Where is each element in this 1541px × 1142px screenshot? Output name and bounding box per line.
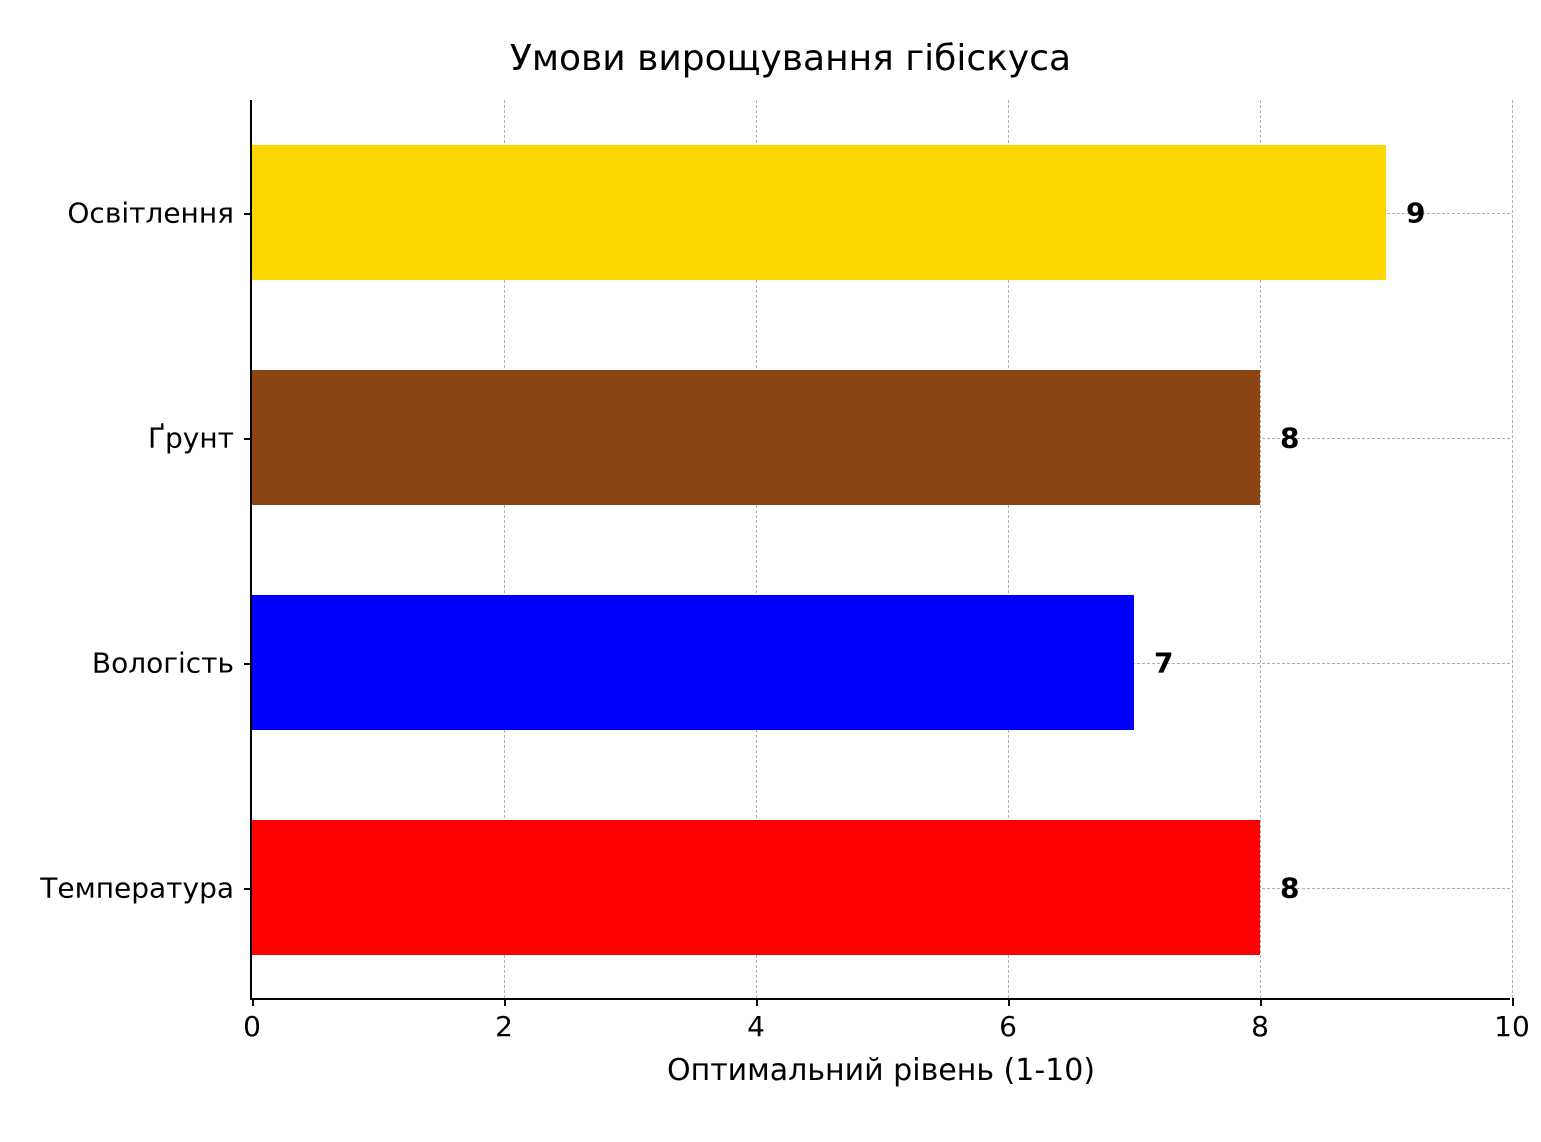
bar xyxy=(252,595,1134,730)
chart-container: Умови вирощування гібіскуса Оптимальний … xyxy=(20,20,1541,1122)
bar-value-label: 8 xyxy=(1280,421,1299,454)
bar xyxy=(252,145,1386,280)
x-tick-label: 0 xyxy=(243,998,261,1043)
x-tick-label: 2 xyxy=(495,998,513,1043)
chart-title: Умови вирощування гібіскуса xyxy=(20,38,1541,79)
bar-value-label: 9 xyxy=(1406,196,1425,229)
y-tick-label: Освітлення xyxy=(67,196,252,229)
gridline-vertical xyxy=(1512,100,1513,998)
y-tick-label: Температура xyxy=(40,871,252,904)
bar-value-label: 8 xyxy=(1280,871,1299,904)
y-tick-label: Ґрунт xyxy=(148,421,252,454)
bar xyxy=(252,820,1260,955)
x-tick-label: 6 xyxy=(999,998,1017,1043)
plot-area: Оптимальний рівень (1-10) 0246810Темпера… xyxy=(250,100,1510,1000)
x-tick-label: 8 xyxy=(1251,998,1269,1043)
x-tick-label: 10 xyxy=(1494,998,1530,1043)
x-axis-label: Оптимальний рівень (1-10) xyxy=(252,998,1510,1088)
x-tick-label: 4 xyxy=(747,998,765,1043)
y-tick-label: Вологість xyxy=(92,646,252,679)
bar xyxy=(252,370,1260,505)
bar-value-label: 7 xyxy=(1154,646,1173,679)
